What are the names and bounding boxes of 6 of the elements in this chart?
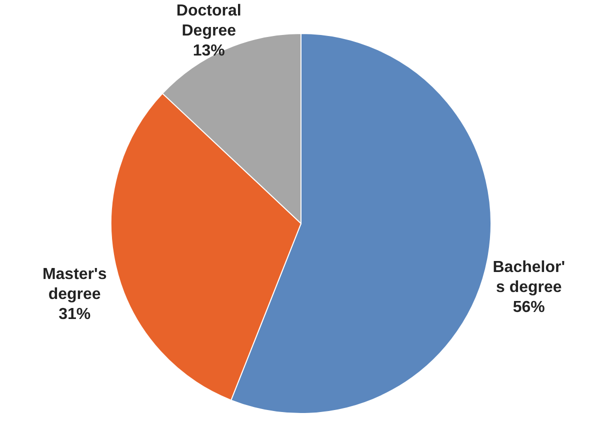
slice-label: Doctoral Degree bbox=[176, 2, 242, 40]
data-label: 31% bbox=[58, 306, 91, 324]
data-label: 13% bbox=[192, 42, 225, 60]
slice-label: Master's degree bbox=[42, 266, 107, 304]
slice-label: Bachelor's degree bbox=[492, 258, 566, 296]
data-label: 56% bbox=[512, 298, 545, 316]
